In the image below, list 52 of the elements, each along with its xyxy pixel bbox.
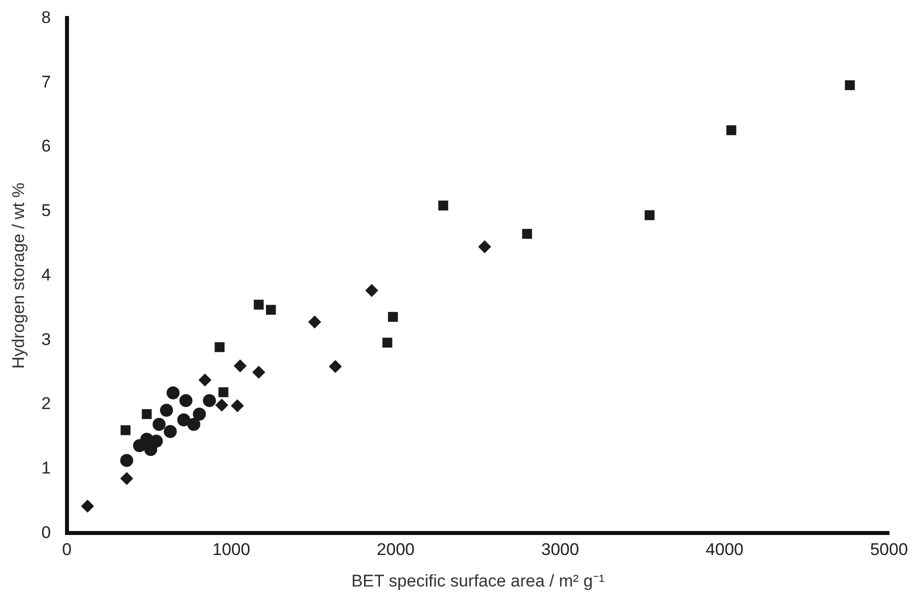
point	[150, 434, 163, 448]
x-tick-label: 3000	[541, 540, 580, 560]
point	[522, 228, 532, 239]
point	[152, 418, 166, 431]
y-tick-label: 4	[41, 265, 51, 284]
point	[166, 386, 180, 400]
y-axis-title: Hydrogen storage / wt %	[8, 182, 28, 369]
x-tick-label: 0	[62, 540, 72, 560]
point	[252, 366, 266, 379]
point	[254, 300, 264, 310]
point	[179, 394, 192, 408]
y-tick-label: 0	[41, 522, 51, 542]
y-tick-label: 3	[41, 330, 51, 349]
point	[120, 472, 134, 485]
point	[192, 408, 206, 421]
point	[177, 413, 190, 426]
x-tick-label: 5000	[870, 540, 908, 560]
x-tick-label: 2000	[376, 540, 415, 560]
point	[218, 387, 228, 398]
y-tick-label: 5	[41, 201, 51, 220]
point	[120, 425, 131, 436]
point	[328, 360, 342, 373]
y-tick-label: 8	[41, 8, 51, 27]
point	[120, 454, 134, 467]
x-axis-title: BET specific surface area / m² g⁻¹	[351, 571, 605, 590]
point	[215, 398, 228, 412]
point	[160, 404, 173, 417]
point	[308, 316, 322, 329]
point	[234, 359, 247, 372]
point	[164, 424, 177, 438]
point	[644, 210, 655, 220]
point	[726, 125, 736, 136]
point	[187, 418, 200, 431]
point	[214, 342, 225, 352]
point	[438, 200, 448, 210]
point	[81, 500, 94, 513]
y-tick-label: 6	[41, 136, 51, 156]
point	[844, 80, 855, 90]
point	[198, 373, 212, 386]
point	[142, 409, 152, 420]
point	[382, 338, 392, 348]
point	[202, 394, 216, 408]
y-tick-label: 7	[41, 72, 51, 92]
point	[478, 240, 492, 254]
point	[266, 304, 276, 315]
y-tick-label: 2	[41, 394, 51, 414]
point	[365, 284, 378, 298]
point	[388, 312, 398, 322]
y-tick-label: 1	[41, 458, 51, 478]
x-tick-label: 4000	[706, 540, 744, 560]
x-tick-label: 1000	[212, 540, 250, 560]
point	[230, 399, 244, 412]
